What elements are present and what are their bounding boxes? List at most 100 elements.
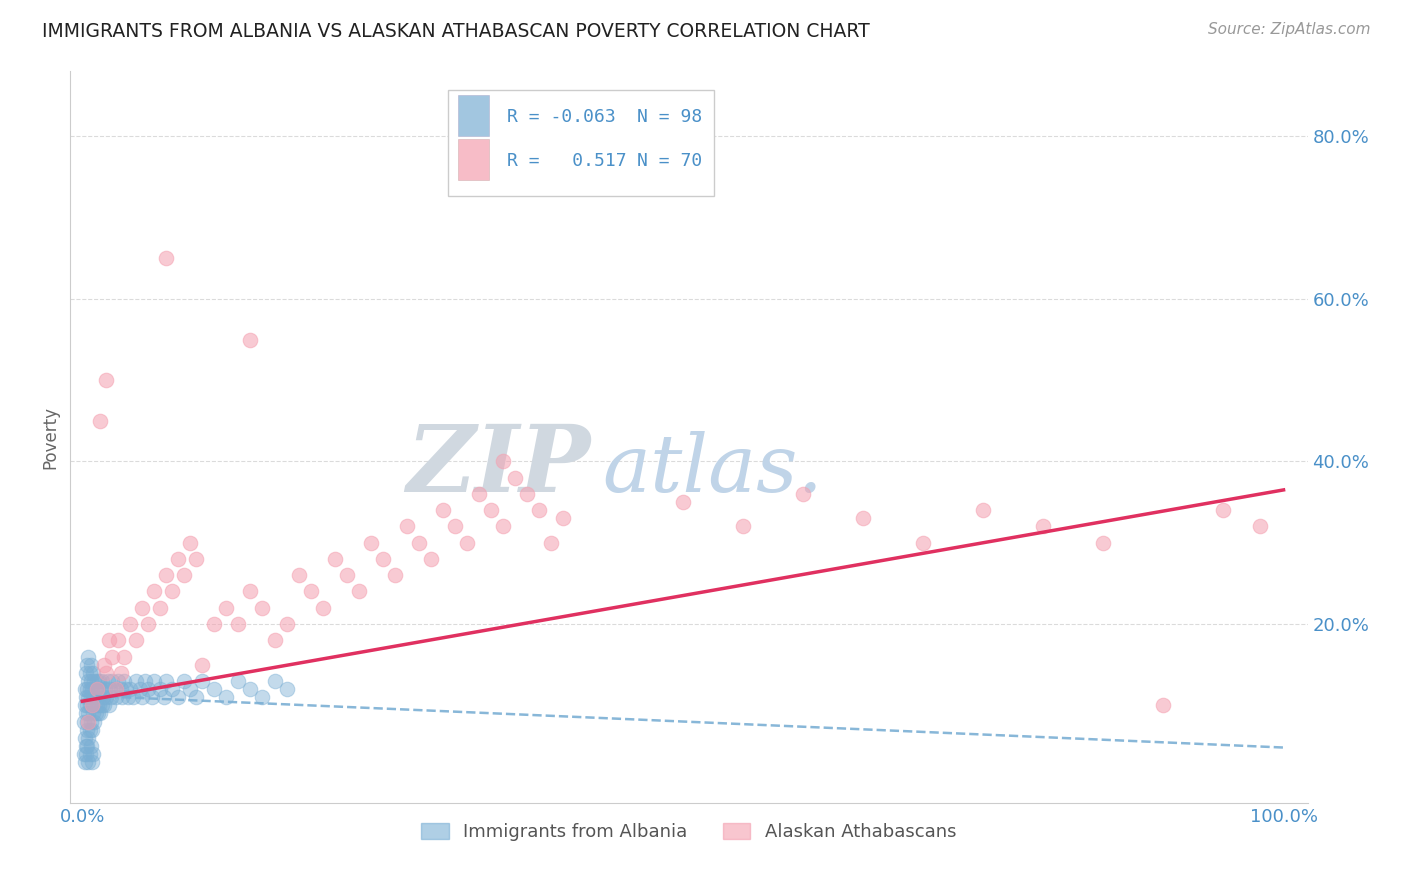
Point [75, 739, 97, 753]
Point [360, 535, 382, 549]
Point [76, 698, 98, 713]
Point [479, 503, 502, 517]
Point [89, 673, 111, 688]
Point [83, 673, 105, 688]
Point [311, 600, 333, 615]
Point [96, 373, 118, 387]
Point [87, 681, 110, 696]
Point [503, 471, 526, 485]
Point [104, 681, 127, 696]
Point [456, 535, 478, 549]
Point [371, 552, 394, 566]
Point [76, 681, 98, 696]
Text: Source: ZipAtlas.com: Source: ZipAtlas.com [1208, 22, 1371, 37]
Point [96, 673, 118, 688]
Point [77, 673, 100, 688]
Point [121, 690, 143, 705]
Point [104, 681, 127, 696]
Point [336, 568, 359, 582]
Point [73, 698, 96, 713]
Point [80, 723, 103, 737]
Point [1212, 503, 1234, 517]
Point [173, 673, 195, 688]
Point [1152, 698, 1174, 713]
FancyBboxPatch shape [457, 139, 488, 179]
Point [143, 584, 166, 599]
Point [228, 617, 250, 632]
Point [408, 535, 430, 549]
Point [76, 714, 98, 729]
Point [125, 673, 148, 688]
Point [86, 673, 108, 688]
Point [167, 690, 190, 705]
Point [89, 698, 111, 713]
Point [110, 665, 132, 680]
Point [912, 535, 935, 549]
Point [82, 665, 104, 680]
Point [82, 690, 104, 705]
Point [73, 731, 96, 745]
Point [287, 568, 309, 582]
Point [419, 552, 441, 566]
Point [162, 584, 184, 599]
Point [179, 535, 201, 549]
Point [77, 731, 100, 745]
Text: R = -0.063: R = -0.063 [508, 109, 616, 127]
Point [89, 414, 111, 428]
Text: R =   0.517: R = 0.517 [508, 153, 627, 170]
Point [101, 673, 124, 688]
Point [276, 681, 298, 696]
Point [80, 755, 103, 769]
Point [110, 681, 132, 696]
Point [155, 673, 177, 688]
FancyBboxPatch shape [457, 95, 488, 136]
Point [125, 633, 148, 648]
Point [527, 503, 550, 517]
Point [972, 503, 994, 517]
Point [98, 681, 121, 696]
Point [263, 633, 285, 648]
Point [77, 714, 100, 729]
Point [252, 600, 274, 615]
Point [276, 617, 298, 632]
Point [72, 714, 94, 729]
Point [80, 657, 103, 672]
Point [228, 673, 250, 688]
Point [155, 252, 177, 266]
Point [672, 495, 695, 509]
Point [395, 519, 418, 533]
Point [75, 690, 97, 705]
Point [79, 698, 101, 713]
Point [179, 681, 201, 696]
Point [76, 723, 98, 737]
Point [792, 487, 814, 501]
Text: N = 98: N = 98 [637, 109, 702, 127]
Point [153, 690, 176, 705]
Point [131, 690, 153, 705]
Point [104, 690, 127, 705]
Point [77, 755, 100, 769]
Point [204, 681, 226, 696]
Point [114, 681, 136, 696]
Point [252, 690, 274, 705]
Point [80, 714, 103, 729]
Point [131, 600, 153, 615]
Point [112, 673, 135, 688]
Point [117, 690, 139, 705]
Point [80, 698, 103, 713]
FancyBboxPatch shape [447, 90, 714, 195]
Point [82, 747, 104, 761]
Point [93, 657, 115, 672]
Point [516, 487, 538, 501]
Point [79, 681, 101, 696]
Point [89, 681, 111, 696]
Point [107, 673, 129, 688]
Point [83, 714, 105, 729]
Y-axis label: Poverty: Poverty [41, 406, 59, 468]
Point [129, 681, 152, 696]
Point [731, 519, 754, 533]
Point [239, 584, 262, 599]
Point [80, 681, 103, 696]
Text: ZIP: ZIP [406, 421, 591, 511]
Point [347, 584, 370, 599]
